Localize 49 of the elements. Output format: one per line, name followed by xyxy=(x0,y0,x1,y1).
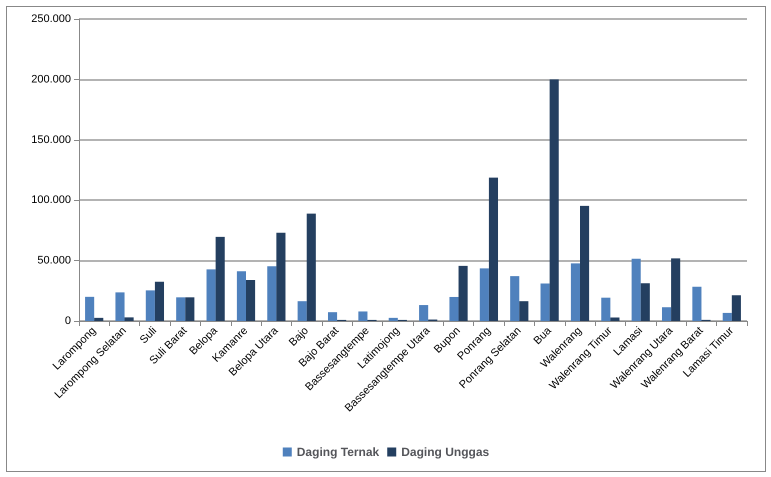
bar xyxy=(154,282,164,321)
bar xyxy=(115,292,125,321)
bar xyxy=(449,296,459,321)
bar xyxy=(519,301,528,321)
legend-label: Daging Unggas xyxy=(401,445,490,459)
bar xyxy=(358,311,368,321)
y-tick-label: 50.000 xyxy=(37,254,71,267)
bar xyxy=(692,286,702,321)
bar xyxy=(216,236,225,321)
bar xyxy=(488,178,498,321)
bar xyxy=(540,284,550,321)
bar xyxy=(610,317,620,321)
x-tick-label: Bajo xyxy=(286,324,311,349)
bar xyxy=(185,297,194,321)
bar xyxy=(419,305,428,321)
bar xyxy=(632,258,641,321)
bar xyxy=(246,280,256,321)
bar xyxy=(722,312,732,321)
bar xyxy=(510,276,520,321)
y-tick-label: 0 xyxy=(64,315,71,327)
y-tick-label: 150.000 xyxy=(31,134,71,146)
bar xyxy=(480,268,489,321)
bar xyxy=(94,318,104,321)
bar xyxy=(601,298,610,321)
bar xyxy=(671,258,680,321)
bar xyxy=(328,312,338,321)
y-tick-label: 200.000 xyxy=(31,73,71,86)
bar xyxy=(206,269,216,321)
bar xyxy=(176,297,186,321)
bar xyxy=(276,232,286,321)
bar xyxy=(458,266,468,321)
y-tick-label: 250.000 xyxy=(31,13,71,25)
bar xyxy=(570,263,580,321)
legend-label: Daging Ternak xyxy=(296,445,380,459)
bar xyxy=(298,301,307,321)
bar xyxy=(306,214,316,321)
bar xyxy=(732,295,741,321)
bar xyxy=(124,317,134,321)
x-tick-label: Suli xyxy=(138,324,160,346)
bar xyxy=(236,271,246,321)
bar xyxy=(662,307,672,321)
bar xyxy=(640,283,650,321)
bar xyxy=(146,290,155,321)
bar xyxy=(388,318,398,321)
y-tick-label: 100.000 xyxy=(31,194,71,206)
bar xyxy=(85,296,94,321)
bar xyxy=(550,79,559,321)
bar xyxy=(267,266,276,321)
bar xyxy=(580,206,590,321)
